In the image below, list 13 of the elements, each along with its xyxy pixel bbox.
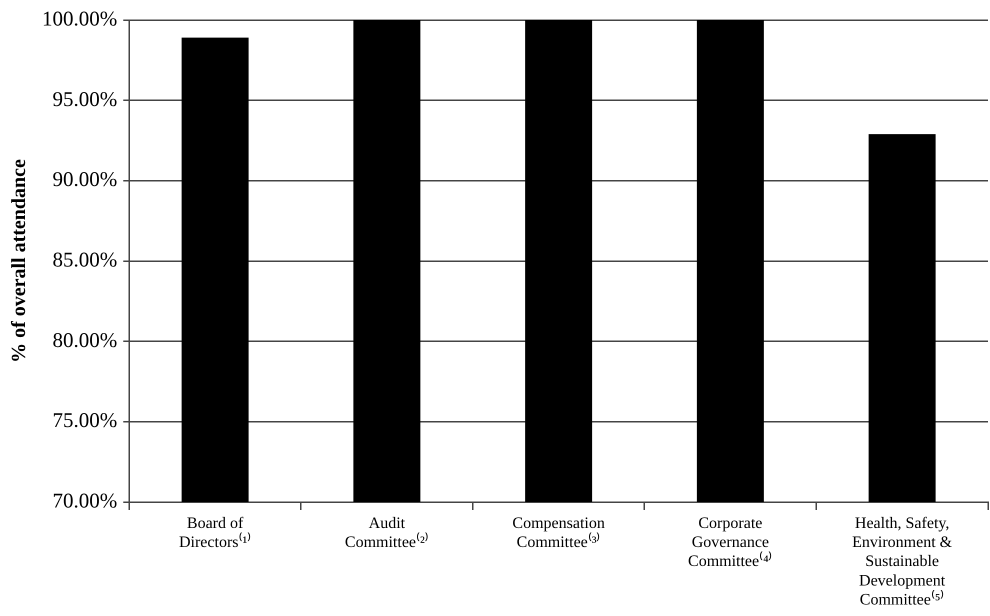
- x-tick-label: Compensation Committee⁽³⁾: [512, 514, 605, 552]
- y-tick-label: 90.00%: [52, 167, 118, 192]
- y-tick-label: 85.00%: [52, 248, 118, 272]
- x-tick-label: Health, Safety, Environment & Sustainable Development Committee⁽⁵⁾: [852, 514, 953, 609]
- x-tick-label: Board of Directors⁽¹⁾: [178, 514, 252, 552]
- x-tick-label: Corporate Governance Committee⁽⁴⁾: [688, 514, 773, 570]
- y-tick-label: 70.00%: [52, 488, 118, 513]
- y-tick-label: 100.00%: [42, 6, 118, 31]
- y-tick-label: 80.00%: [52, 328, 118, 352]
- y-axis-title: % of overall attendance: [8, 158, 30, 363]
- y-tick-label: 75.00%: [52, 408, 118, 432]
- x-tick-label: Audit Committee⁽²⁾: [344, 514, 429, 552]
- y-tick-label: 95.00%: [52, 86, 118, 111]
